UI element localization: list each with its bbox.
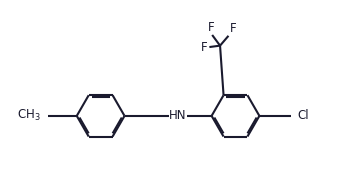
Text: F: F	[229, 22, 236, 35]
Text: HN: HN	[169, 109, 187, 122]
Text: Cl: Cl	[297, 109, 309, 122]
Text: F: F	[208, 21, 214, 33]
Text: CH$_3$: CH$_3$	[17, 108, 41, 123]
Text: F: F	[201, 40, 208, 54]
